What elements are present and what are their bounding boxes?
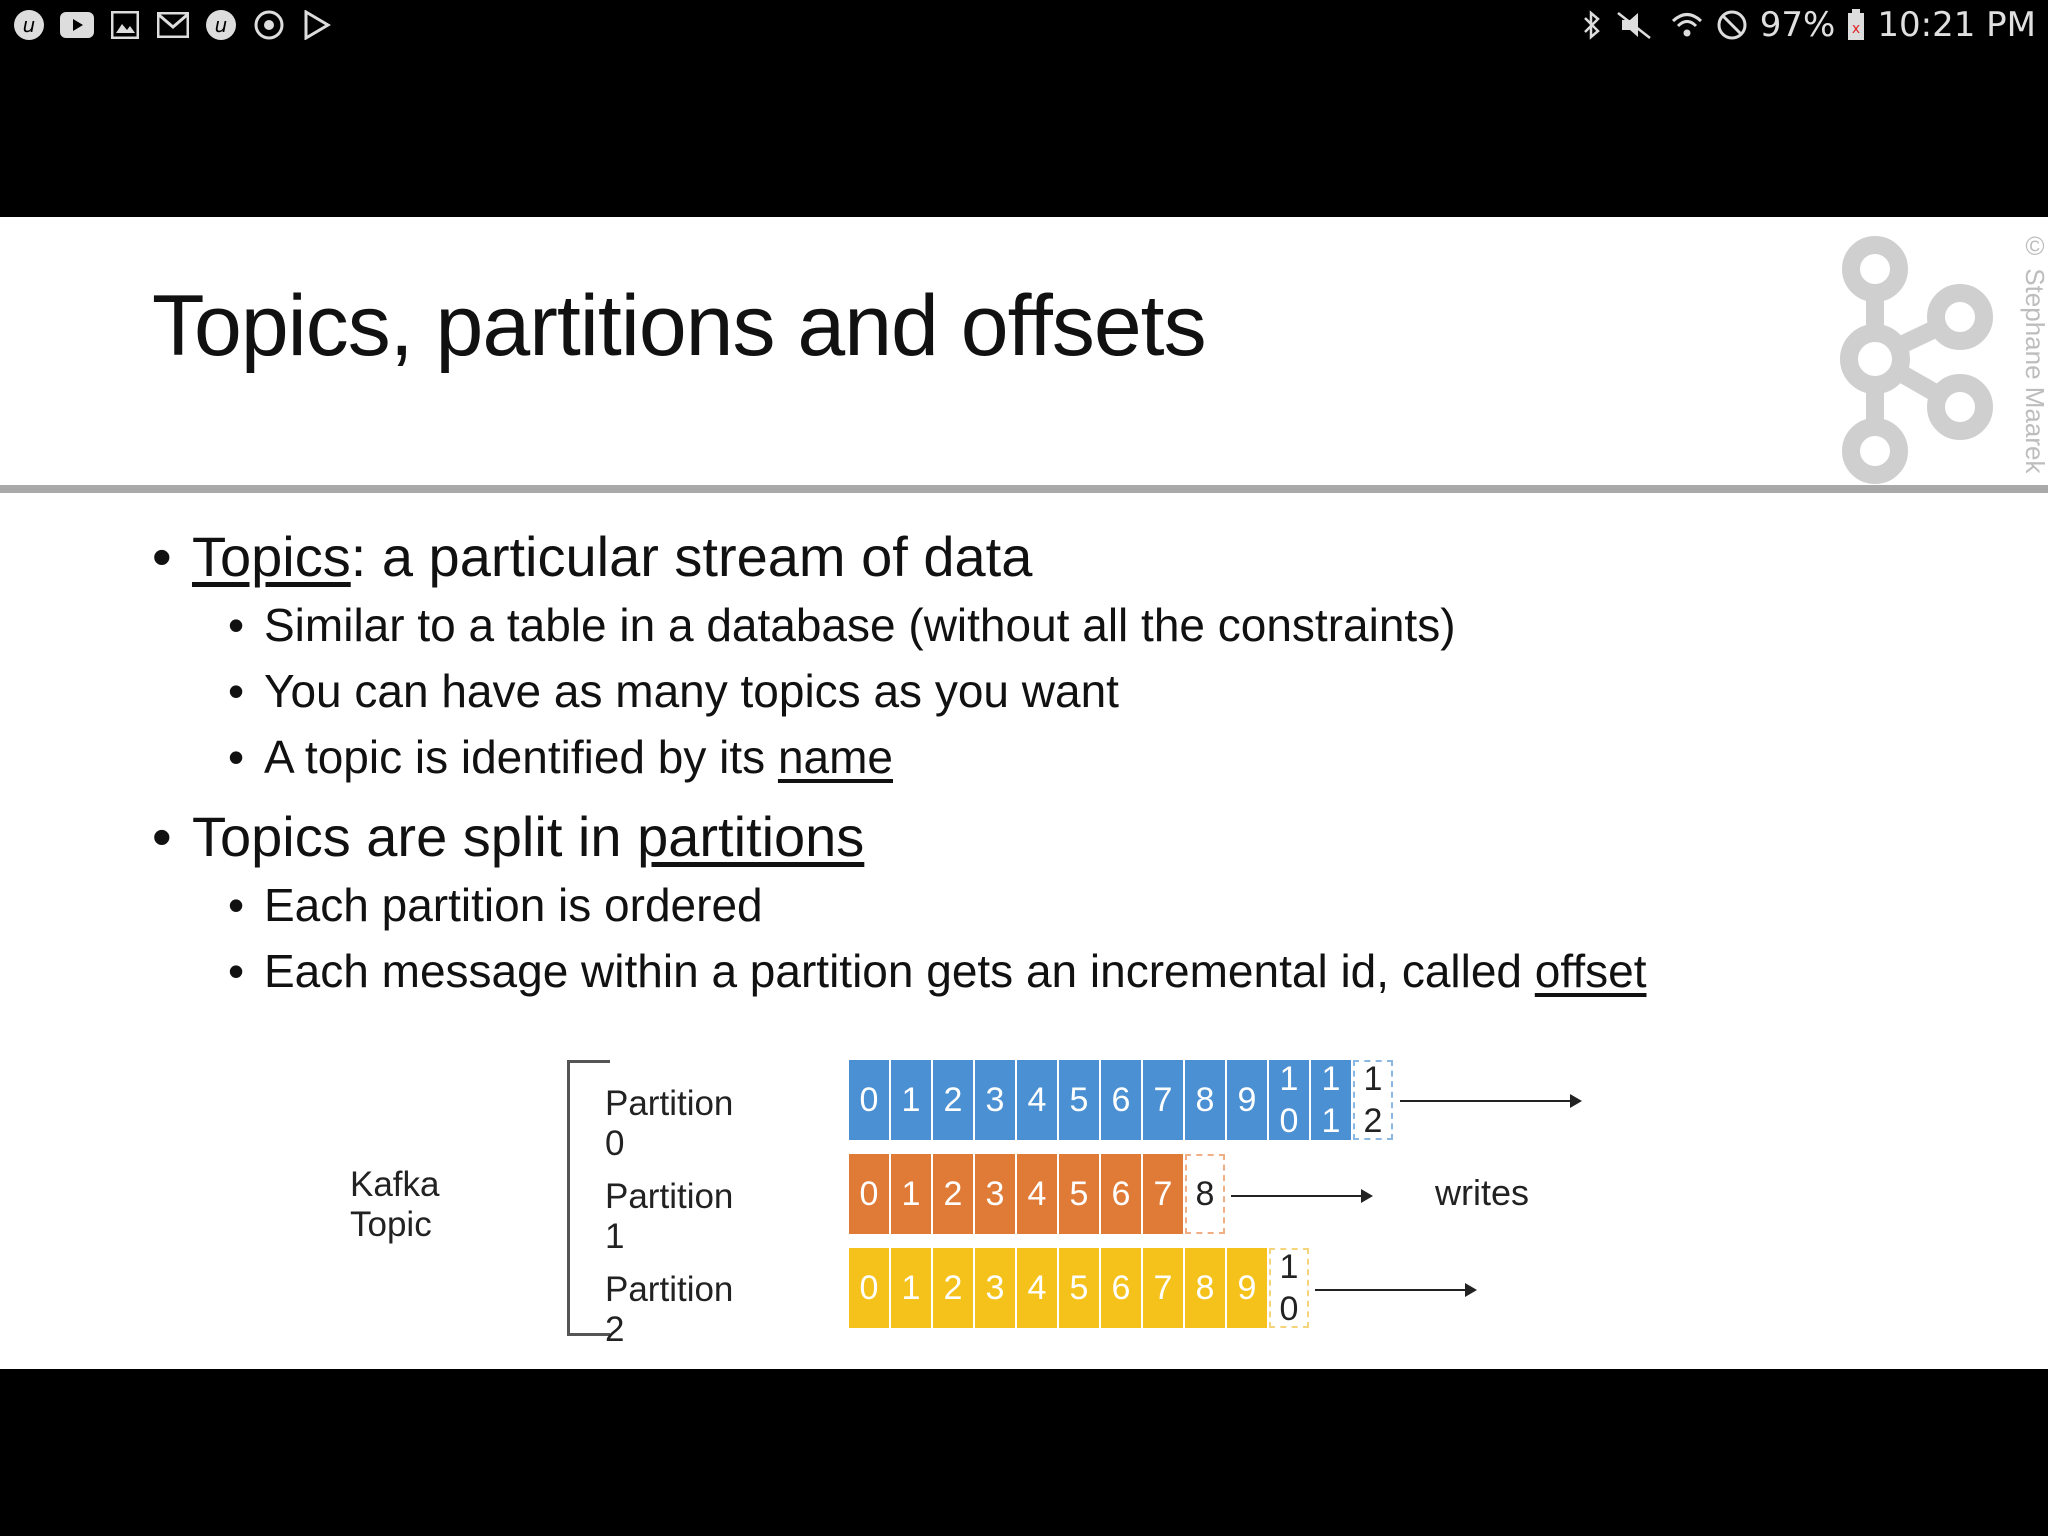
- offset-cell: 3: [975, 1154, 1015, 1234]
- write-arrow: [1400, 1094, 1582, 1108]
- bullet-topics: Topics: a particular stream of data: [152, 522, 1646, 592]
- offset-cell: 0: [849, 1248, 889, 1328]
- offset-cell: 6: [1101, 1248, 1141, 1328]
- sub-bullet: Each message within a partition gets an …: [228, 938, 1646, 1004]
- sync-icon: [252, 8, 286, 42]
- topics-link: Topics: [192, 525, 351, 588]
- bullet-text: : a particular stream of data: [350, 525, 1033, 588]
- bullet-partitions: Topics are split in partitions: [152, 802, 1646, 872]
- offset-cell: 9: [1227, 1248, 1267, 1328]
- partition-label: Partition 0: [605, 1084, 734, 1163]
- offset-cell: 2: [933, 1154, 973, 1234]
- offset-cell: 7: [1143, 1154, 1183, 1234]
- offset-cell: 7: [1143, 1248, 1183, 1328]
- write-arrow: [1315, 1283, 1477, 1297]
- topic-bracket: [567, 1060, 610, 1336]
- offset-cell: 3: [975, 1060, 1015, 1140]
- clock: 10:21 PM: [1877, 5, 2036, 45]
- title-divider: [0, 485, 2048, 493]
- udemy-icon: u: [204, 8, 238, 42]
- kafka-topic-label: Kafka Topic: [350, 1165, 440, 1244]
- bluetooth-icon: [1582, 10, 1602, 40]
- slide: Topics, partitions and offsets © Stephan…: [0, 217, 2048, 1369]
- offset-cell: 3: [975, 1248, 1015, 1328]
- bullet-text: A topic is identified by its: [264, 731, 778, 783]
- gmail-icon: [156, 8, 190, 42]
- notification-icons: u u: [12, 8, 334, 42]
- partitions-term: partitions: [637, 805, 865, 868]
- offset-cell: 4: [1017, 1248, 1057, 1328]
- system-tray: 97% x 10:21 PM: [1582, 4, 2036, 46]
- svg-text:x: x: [1852, 21, 1860, 37]
- offset-cell: 5: [1059, 1248, 1099, 1328]
- status-bar: u u 97%: [0, 0, 2048, 50]
- offset-cell: 0: [849, 1154, 889, 1234]
- write-arrow: [1231, 1189, 1373, 1203]
- copyright-text: © Stephane Maarek: [2020, 231, 2048, 474]
- sub-bullet: A topic is identified by its name: [228, 724, 1646, 790]
- partition-label: Partition 2: [605, 1270, 734, 1349]
- offset-cell: 1: [891, 1248, 931, 1328]
- partition-label: Partition 1: [605, 1177, 734, 1256]
- offset-cell: 8: [1185, 1060, 1225, 1140]
- offset-cell: 1: [891, 1060, 931, 1140]
- svg-text:u: u: [215, 13, 228, 37]
- offset-term: offset: [1534, 945, 1647, 997]
- battery-percent: 97%: [1759, 5, 1836, 45]
- offset-cell: 5: [1059, 1154, 1099, 1234]
- gallery-icon: [108, 8, 142, 42]
- offset-cell: 1: [891, 1154, 931, 1234]
- youtube-icon: [60, 8, 94, 42]
- writes-label: writes: [1435, 1172, 1530, 1213]
- battery-icon: x: [1847, 9, 1865, 41]
- offset-cell: 4: [1017, 1060, 1057, 1140]
- offset-cell: 4: [1017, 1154, 1057, 1234]
- sub-bullet: Each partition is ordered: [228, 872, 1646, 938]
- offset-cell: 2: [933, 1248, 973, 1328]
- bottom-letterbox: [0, 1369, 2048, 1536]
- wifi-icon: [1670, 10, 1704, 40]
- offset-cell: 6: [1101, 1154, 1141, 1234]
- svg-text:u: u: [23, 13, 36, 37]
- offset-cell: 2: [933, 1060, 973, 1140]
- offset-cell: 0: [849, 1060, 889, 1140]
- offset-cell: 9: [1227, 1060, 1267, 1140]
- do-not-disturb-icon: [1716, 9, 1748, 41]
- offset-cell: 5: [1059, 1060, 1099, 1140]
- kafka-logo-icon: [1825, 229, 2005, 494]
- sub-bullet: Similar to a table in a database (withou…: [228, 592, 1646, 658]
- next-offset-cell: 8: [1185, 1154, 1225, 1234]
- udemy-icon: u: [12, 8, 46, 42]
- bullet-text: Each message within a partition gets an …: [264, 945, 1535, 997]
- sub-bullet: You can have as many topics as you want: [228, 658, 1646, 724]
- bullet-list: Topics: a particular stream of data Simi…: [152, 522, 1646, 1004]
- offset-cell: 8: [1185, 1248, 1225, 1328]
- offset-cell: 6: [1101, 1060, 1141, 1140]
- bullet-text: Topics are split in: [192, 805, 638, 868]
- slide-title: Topics, partitions and offsets: [152, 278, 1207, 374]
- play-store-icon: [300, 8, 334, 42]
- name-term: name: [777, 731, 894, 783]
- offset-cell: 7: [1143, 1060, 1183, 1140]
- mute-icon: [1614, 10, 1658, 40]
